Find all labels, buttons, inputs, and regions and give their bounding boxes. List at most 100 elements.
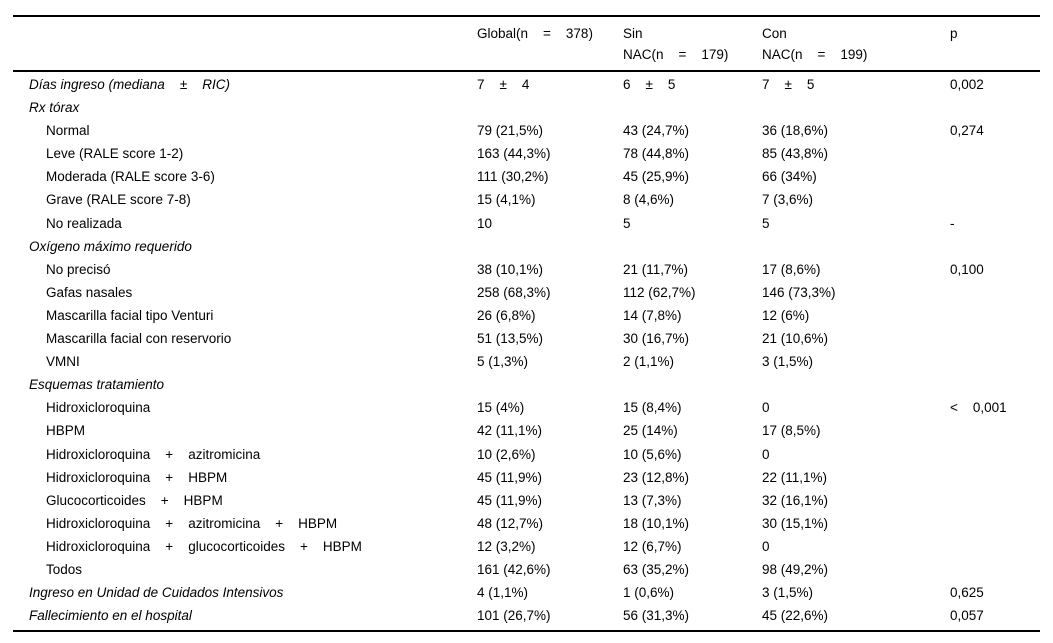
cell-p bbox=[950, 304, 1040, 327]
cell-sin: 6 ± 5 bbox=[623, 77, 676, 92]
cell-global: 15 (4,1%) bbox=[477, 192, 536, 208]
row-label: Grave (RALE score 7-8) bbox=[46, 192, 191, 208]
cell-con bbox=[762, 373, 950, 396]
row-label: Mascarilla facial con reservorio bbox=[46, 331, 232, 347]
row-label: Hidroxicloroquina + HBPM bbox=[46, 469, 228, 485]
row-label: Leve (RALE score 1-2) bbox=[46, 146, 184, 162]
cell-sin: 14 (7,8%) bbox=[623, 307, 682, 323]
cell-con: 0 bbox=[762, 446, 770, 462]
column-header-con-nac: Con NAC(n = 199) bbox=[762, 26, 868, 62]
cell-global: 12 (3,2%) bbox=[477, 538, 536, 554]
table-row: No precisó 38 (10,1%) 21 (11,7%) 17 (8,6%) 0… bbox=[13, 258, 1040, 281]
cell-con: 32 (16,1%) bbox=[762, 492, 829, 508]
cell-p bbox=[950, 142, 1040, 165]
cell-con: 12 (6%) bbox=[762, 307, 810, 323]
cell-sin bbox=[623, 373, 762, 396]
cell-global: 10 (2,6%) bbox=[477, 446, 536, 462]
cell-con: 66 (34%) bbox=[762, 169, 817, 185]
cell-sin: 15 (8,4%) bbox=[623, 400, 682, 416]
cell-con: 21 (10,6%) bbox=[762, 331, 829, 347]
row-label: Fallecimiento en el hospital bbox=[29, 608, 192, 624]
cell-p bbox=[950, 443, 1040, 466]
cell-sin bbox=[623, 235, 762, 258]
row-label: Ingreso en Unidad de Cuidados Intensivos bbox=[29, 585, 284, 601]
cell-p: 0,002 bbox=[950, 77, 984, 92]
table-row: Hidroxicloroquina + glucocorticoides + H… bbox=[13, 535, 1040, 558]
cell-p bbox=[950, 165, 1040, 188]
cell-p: < 0,001 bbox=[950, 400, 1007, 416]
table-row: Hidroxicloroquina 15 (4%) 15 (8,4%) 0 < 0,00… bbox=[13, 396, 1040, 419]
table-row: VMNI 5 (1,3%) 2 (1,1%) 3 (1,5%) bbox=[13, 350, 1040, 373]
cell-p bbox=[950, 373, 1040, 396]
cell-con: 3 (1,5%) bbox=[762, 354, 814, 370]
cell-global: 48 (12,7%) bbox=[477, 515, 544, 531]
table-row: Hidroxicloroquina + azitromicina + HBPM 4… bbox=[13, 512, 1040, 535]
cell-con bbox=[762, 96, 950, 119]
cell-con: 0 bbox=[762, 538, 770, 554]
table-row: Leve (RALE score 1-2) 163 (44,3%) 78 (44,8… bbox=[13, 142, 1040, 165]
cell-p bbox=[950, 419, 1040, 442]
row-label: Gafas nasales bbox=[46, 284, 133, 300]
cell-sin: 8 (4,6%) bbox=[623, 192, 675, 208]
table-row: Esquemas tratamiento bbox=[13, 373, 1040, 396]
cell-con: 45 (22,6%) bbox=[762, 608, 829, 624]
cell-global: 79 (21,5%) bbox=[477, 123, 544, 139]
cell-sin: 5 bbox=[623, 215, 631, 231]
cell-sin: 18 (10,1%) bbox=[623, 515, 690, 531]
cell-sin: 25 (14%) bbox=[623, 423, 678, 439]
cell-global: 26 (6,8%) bbox=[477, 307, 536, 323]
cell-con: 7 (3,6%) bbox=[762, 192, 814, 208]
cell-p bbox=[950, 466, 1040, 489]
cell-sin: 13 (7,3%) bbox=[623, 492, 682, 508]
cell-sin: 112 (62,7%) bbox=[623, 284, 696, 300]
cell-con: 7 ± 5 bbox=[762, 77, 815, 92]
table-row: Glucocorticoides + HBPM 45 (11,9%) 13 (7,3… bbox=[13, 489, 1040, 512]
cell-global: 42 (11,1%) bbox=[477, 423, 543, 439]
cell-p: 0,100 bbox=[950, 261, 984, 277]
row-label: Normal bbox=[46, 123, 90, 139]
row-label: No realizada bbox=[46, 215, 122, 231]
cell-p bbox=[950, 235, 1040, 258]
cell-p bbox=[950, 350, 1040, 373]
cell-global: 45 (11,9%) bbox=[477, 469, 543, 485]
table-body: Días ingreso (mediana ± RIC) 7 ± 4 6 ± 5 7 … bbox=[13, 72, 1040, 630]
table-row: Normal 79 (21,5%) 43 (24,7%) 36 (18,6%) 0,27… bbox=[13, 119, 1040, 142]
column-header-global: Global(n = 378) bbox=[477, 26, 593, 41]
cell-global: 10 bbox=[477, 215, 493, 231]
cell-global: 51 (13,5%) bbox=[477, 331, 544, 347]
row-label: Hidroxicloroquina + azitromicina bbox=[46, 446, 261, 462]
cell-p bbox=[950, 188, 1040, 211]
cell-global: 38 (10,1%) bbox=[477, 261, 544, 277]
cell-con: 5 bbox=[762, 215, 770, 231]
cell-global bbox=[477, 235, 623, 258]
table-row: Oxígeno máximo requerido bbox=[13, 235, 1040, 258]
cell-sin: 2 (1,1%) bbox=[623, 354, 675, 370]
cell-global: 4 (1,1%) bbox=[477, 585, 529, 601]
cell-global: 45 (11,9%) bbox=[477, 492, 543, 508]
cell-con: 98 (49,2%) bbox=[762, 561, 829, 577]
cell-con: 22 (11,1%) bbox=[762, 469, 828, 485]
table-header-row: Global(n = 378) Sin NAC(n = 179) Con NAC… bbox=[13, 17, 1040, 72]
cell-con bbox=[762, 235, 950, 258]
cell-p bbox=[950, 558, 1040, 581]
cell-sin: 45 (25,9%) bbox=[623, 169, 690, 185]
row-label: Oxígeno máximo requerido bbox=[29, 238, 192, 254]
row-label: Mascarilla facial tipo Venturi bbox=[46, 307, 214, 323]
cell-p bbox=[950, 489, 1040, 512]
cell-p bbox=[950, 512, 1040, 535]
table-row: No realizada 10 5 5 - bbox=[13, 212, 1040, 235]
results-table: Global(n = 378) Sin NAC(n = 179) Con NAC… bbox=[13, 15, 1040, 633]
row-label: No precisó bbox=[46, 261, 111, 277]
cell-sin: 56 (31,3%) bbox=[623, 608, 690, 624]
cell-con: 0 bbox=[762, 400, 770, 416]
table-row: Ingreso en Unidad de Cuidados Intensivos… bbox=[13, 581, 1040, 604]
cell-sin bbox=[623, 96, 762, 119]
row-label: Glucocorticoides + HBPM bbox=[46, 492, 223, 508]
cell-global: 163 (44,3%) bbox=[477, 146, 551, 162]
row-label: Esquemas tratamiento bbox=[29, 377, 165, 393]
cell-sin: 43 (24,7%) bbox=[623, 123, 690, 139]
cell-global: 161 (42,6%) bbox=[477, 561, 551, 577]
column-header-sin-nac: Sin NAC(n = 179) bbox=[623, 26, 729, 62]
cell-con: 85 (43,8%) bbox=[762, 146, 829, 162]
cell-global bbox=[477, 96, 623, 119]
